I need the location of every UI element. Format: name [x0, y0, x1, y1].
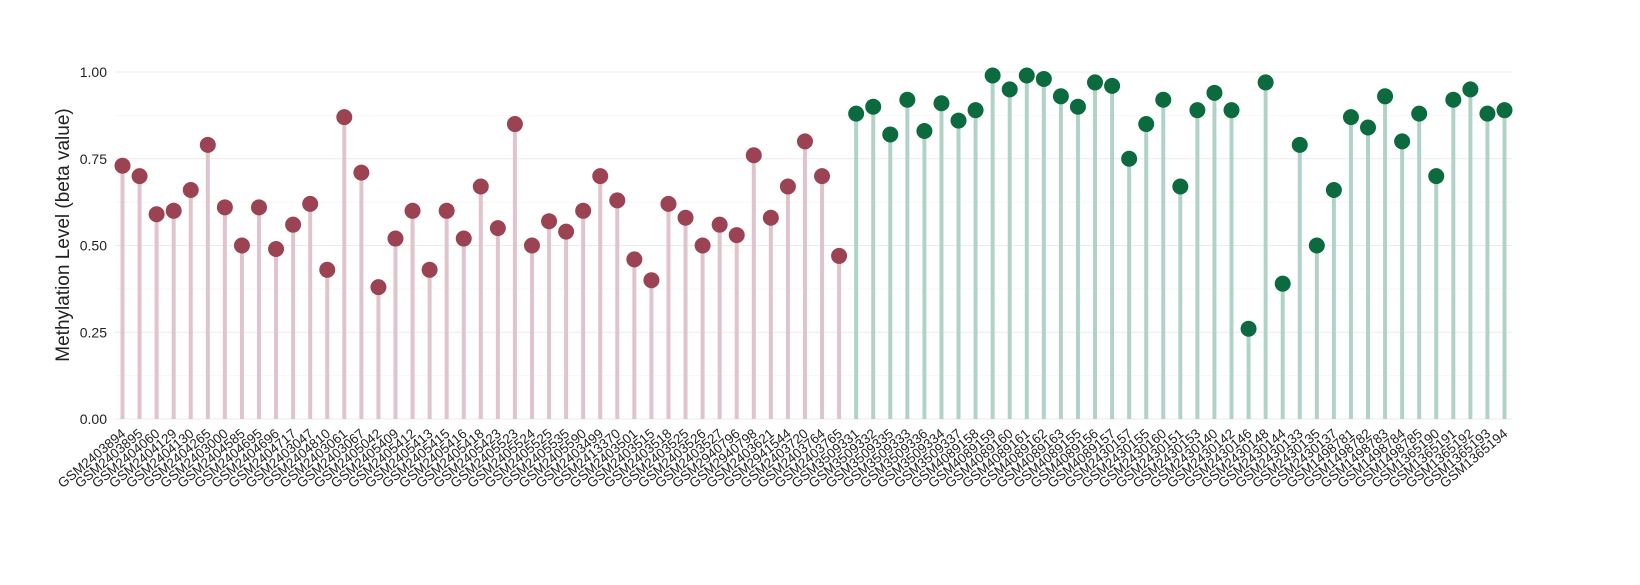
data-point [1274, 275, 1291, 292]
data-point [1206, 84, 1223, 101]
data-point [882, 126, 899, 143]
data-point [1087, 74, 1104, 91]
data-point [1428, 168, 1445, 185]
y-tick-label: 0.50 [80, 238, 107, 254]
data-point [250, 199, 267, 216]
data-point [643, 272, 660, 289]
data-point [216, 199, 233, 216]
data-point [404, 202, 421, 219]
data-point [455, 230, 472, 247]
data-point [762, 209, 779, 226]
data-point [1121, 150, 1138, 167]
data-point [814, 168, 831, 185]
data-point [916, 122, 933, 139]
data-point [1257, 74, 1274, 91]
y-tick-label: 0.75 [80, 151, 107, 167]
data-point [1240, 320, 1257, 337]
data-point [199, 136, 216, 153]
y-axis-label: Methylation Level (beta value) [53, 108, 74, 361]
y-tick-label: 1.00 [80, 64, 107, 80]
data-point [285, 216, 302, 233]
data-point [711, 216, 728, 233]
data-point [1411, 105, 1428, 122]
data-point [1291, 136, 1308, 153]
data-point [387, 230, 404, 247]
data-point [609, 192, 626, 209]
data-point [1325, 181, 1342, 198]
data-point [370, 279, 387, 296]
data-point [1189, 102, 1206, 119]
data-point [302, 195, 319, 212]
data-point [336, 109, 353, 126]
data-point [1496, 102, 1513, 119]
data-point [541, 213, 558, 230]
data-point [626, 251, 643, 268]
data-point [233, 237, 250, 254]
dot-layer [114, 67, 1513, 337]
data-point [421, 261, 438, 278]
stem-layer [120, 75, 1507, 419]
data-point [1035, 70, 1052, 87]
y-tick-label: 0.25 [80, 324, 107, 340]
data-point [1445, 91, 1462, 108]
data-point [472, 178, 489, 195]
data-point [1377, 88, 1394, 105]
y-axis-ticks: 0.00 0.25 0.50 0.75 1.00 [80, 64, 107, 427]
data-point [933, 95, 950, 112]
data-point [1001, 81, 1018, 98]
data-point [694, 237, 711, 254]
data-point [779, 178, 796, 195]
data-point [950, 112, 967, 129]
data-point [438, 202, 455, 219]
data-point [967, 102, 984, 119]
data-point [1052, 88, 1069, 105]
data-point [1069, 98, 1086, 115]
data-point [148, 206, 165, 223]
data-point [114, 157, 131, 174]
data-point [899, 91, 916, 108]
data-point [353, 164, 370, 181]
data-point [319, 261, 336, 278]
data-point [489, 220, 506, 237]
data-point [1138, 116, 1155, 133]
data-point [1394, 133, 1411, 150]
data-point [131, 168, 148, 185]
data-point [1308, 237, 1325, 254]
data-point [165, 202, 182, 219]
data-point [831, 247, 848, 264]
data-point [728, 227, 745, 244]
data-point [1104, 77, 1121, 94]
data-point [1360, 119, 1377, 136]
data-point [1462, 81, 1479, 98]
data-point [523, 237, 540, 254]
data-point [865, 98, 882, 115]
data-point [1172, 178, 1189, 195]
data-point [1342, 109, 1359, 126]
data-point [1479, 105, 1496, 122]
data-point [677, 209, 694, 226]
data-point [984, 67, 1001, 84]
data-point [796, 133, 813, 150]
data-point [1155, 91, 1172, 108]
data-point [182, 181, 199, 198]
data-point [660, 195, 677, 212]
grid-layer [115, 71, 1512, 420]
data-point [558, 223, 575, 240]
data-point [575, 202, 592, 219]
data-point [592, 168, 609, 185]
y-tick-label: 0.00 [80, 411, 107, 427]
data-point [848, 105, 865, 122]
data-point [1018, 67, 1035, 84]
data-point [745, 147, 762, 164]
x-axis-ticks: GSM2403894GSM2403895GSM2404060GSM2404129… [55, 425, 1511, 490]
data-point [506, 116, 523, 133]
data-point [1223, 102, 1240, 119]
data-point [268, 240, 285, 257]
